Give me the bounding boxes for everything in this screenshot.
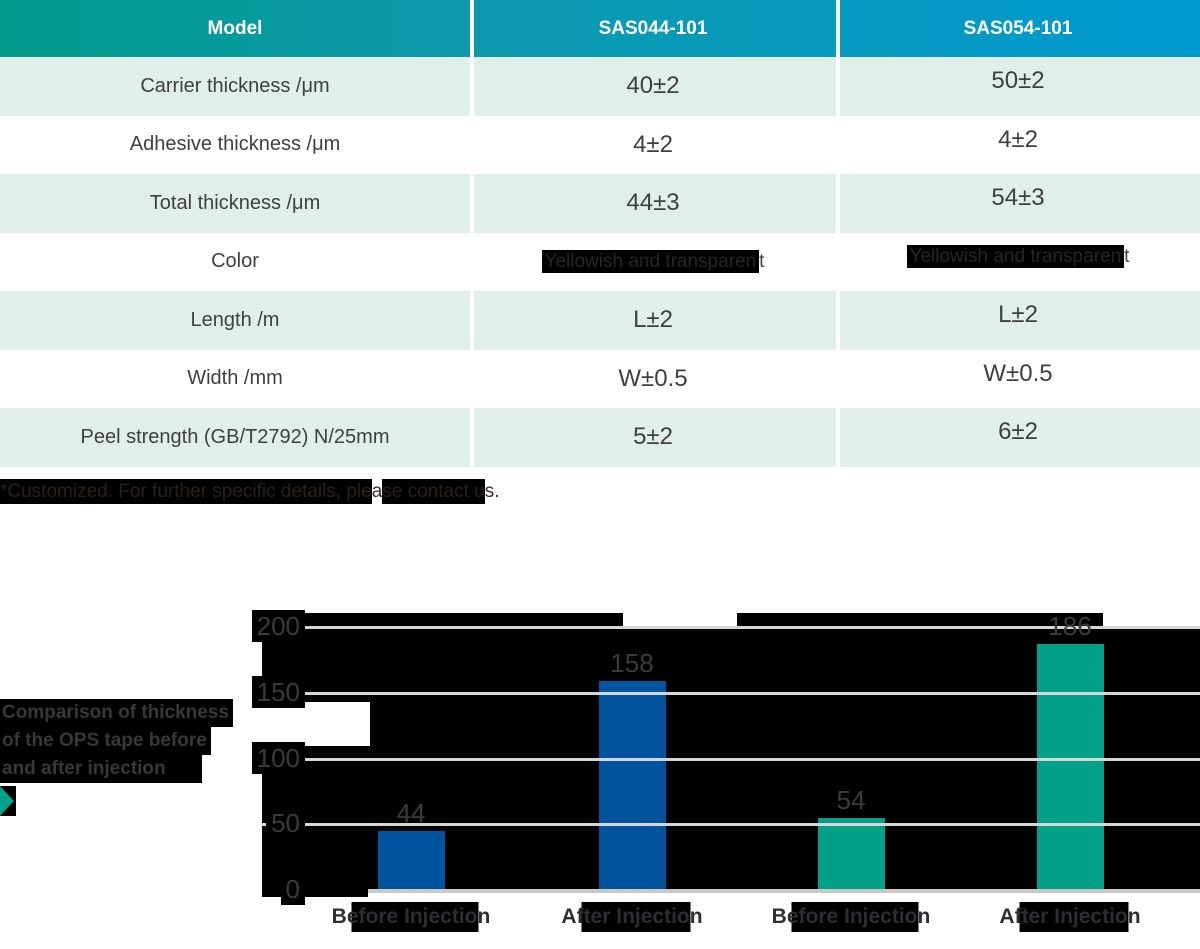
footnote: *Customized. For further specific detail… <box>0 479 500 504</box>
row-label: Peel strength (GB/T2792) N/25mm <box>80 425 390 448</box>
table-header-row: Model SAS044-101 SAS054-101 <box>0 0 1200 57</box>
row-label: Color <box>211 250 259 273</box>
cell-value: 4±2 <box>633 130 673 158</box>
x-axis-category-label: After Injection <box>999 902 1141 932</box>
y-axis-tick-label: 150 <box>230 675 305 708</box>
row-label: Carrier thickness /μm <box>140 74 330 97</box>
row-label: Total thickness /μm <box>149 191 321 214</box>
artifact-notch <box>262 702 370 746</box>
cell-value: L±2 <box>633 306 673 334</box>
bar <box>1036 644 1104 889</box>
header-label: Model <box>207 17 263 39</box>
cell-value: W±0.5 <box>983 359 1053 387</box>
chart-title-line: and after injection <box>0 755 202 783</box>
artifact-strip <box>737 613 1103 626</box>
chart-title-line: Comparison of thickness <box>0 699 233 727</box>
table-row: Total thickness /μm 44±3 54±3 <box>0 174 1200 233</box>
bar-value-label: 158 <box>610 648 654 679</box>
gridline <box>262 823 1200 827</box>
cell-value: 6±2 <box>998 418 1038 446</box>
cell-value: 50±2 <box>991 67 1045 95</box>
table-row: Color Yellowish and transparen t Yellowis… <box>0 233 1200 292</box>
column-divider <box>470 0 474 467</box>
y-axis-tick-label: 50 <box>230 807 305 840</box>
gridline <box>262 757 1200 761</box>
bar <box>598 681 666 889</box>
bar <box>817 817 885 889</box>
x-axis-category-label: Before Injection <box>771 902 931 932</box>
play-icon <box>0 786 16 816</box>
cell-value: 40±2 <box>626 72 680 100</box>
header-cell-sas044: SAS044-101 <box>470 0 836 57</box>
cell-value: 5±2 <box>633 423 673 451</box>
cell-value: 54±3 <box>991 184 1045 212</box>
play-triangle-icon <box>0 786 14 816</box>
cell-value: Yellowish and transparen t <box>470 233 836 292</box>
cell-value: 4±2 <box>998 125 1038 153</box>
bar <box>377 831 445 889</box>
artifact-axis-black <box>262 889 368 897</box>
column-divider <box>836 0 840 467</box>
cell-value: W±0.5 <box>618 364 688 392</box>
header-label: SAS044-101 <box>598 17 708 39</box>
bar-value-label: 54 <box>836 784 866 815</box>
y-axis-tick-label: 100 <box>230 741 305 774</box>
artifact-strip <box>262 613 623 626</box>
header-label: SAS054-101 <box>963 17 1073 39</box>
header-cell-sas054: SAS054-101 <box>836 0 1200 57</box>
x-axis-category-label: Before Injection <box>331 902 491 932</box>
y-axis-tick-label: 200 <box>230 610 305 642</box>
row-label: Width /mm <box>187 367 283 390</box>
cell-value: 44±3 <box>626 189 680 217</box>
table-row: Width /mm W±0.5 W±0.5 <box>0 350 1200 409</box>
cell-value: Yellowish and transparen t <box>836 233 1200 292</box>
bar-chart: Comparison of thickness of the OPS tape … <box>0 560 1200 949</box>
cell-value: L±2 <box>998 301 1038 329</box>
y-axis-tick-label: 0 <box>230 873 305 905</box>
x-axis-line <box>368 889 1200 893</box>
table-row: Peel strength (GB/T2792) N/25mm 5±2 6±2 <box>0 408 1200 467</box>
bar-value-label: 44 <box>396 798 426 829</box>
spec-table: Model SAS044-101 SAS054-101 Carrier thic… <box>0 0 1200 467</box>
row-label: Length /m <box>190 308 280 331</box>
chart-title: Comparison of thickness of the OPS tape … <box>0 699 233 783</box>
chart-title-line: of the OPS tape before <box>0 727 211 755</box>
table-row: Length /m L±2 L±2 <box>0 291 1200 350</box>
gridline <box>262 691 1200 695</box>
table-row: Carrier thickness /μm 40±2 50±2 <box>0 57 1200 116</box>
header-cell-model: Model <box>0 0 470 57</box>
x-axis-category-label: After Injection <box>561 902 703 932</box>
bar-value-label: 186 <box>1048 611 1092 642</box>
table-row: Adhesive thickness /μm 4±2 4±2 <box>0 116 1200 175</box>
row-label: Adhesive thickness /μm <box>129 133 341 156</box>
gridline <box>262 626 1200 629</box>
